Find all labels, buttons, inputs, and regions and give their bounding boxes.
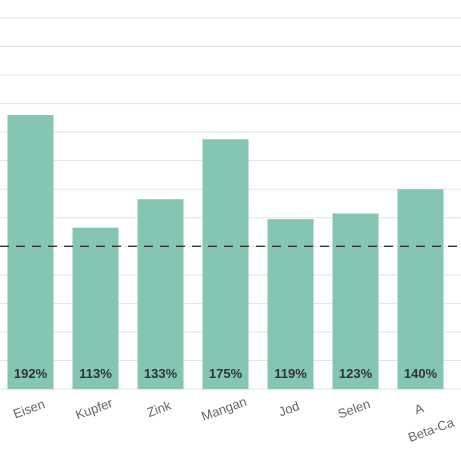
x-tick-label: Mangan — [199, 394, 248, 424]
bar-kupfer — [72, 227, 119, 389]
bar-eisen — [7, 115, 54, 389]
data-label: 175% — [209, 366, 243, 381]
x-tick-label: Kupfer — [73, 395, 115, 422]
data-label: 119% — [274, 366, 307, 381]
data-label: 113% — [79, 366, 112, 381]
x-tick-label: Zink — [145, 397, 174, 420]
data-label: 123% — [339, 366, 373, 381]
bars — [7, 115, 444, 389]
data-label: 133% — [144, 366, 178, 381]
bar-jod — [267, 219, 314, 389]
data-labels: 192% 113% 133% 175% 119% 123% 140% — [14, 366, 438, 381]
x-tick-label: Beta-Ca — [406, 414, 457, 445]
x-tick-label: Selen — [336, 396, 372, 421]
data-label: 192% — [14, 366, 48, 381]
x-tick-label: Jod — [277, 398, 302, 419]
data-label: 140% — [404, 366, 438, 381]
bar-zink — [137, 199, 184, 389]
x-tick-label: Eisen — [11, 396, 47, 421]
x-tick-label: A — [412, 400, 426, 417]
bar-a-beta-carotin — [397, 189, 444, 389]
bar-selen — [332, 213, 379, 389]
bar-mangan — [202, 139, 249, 389]
